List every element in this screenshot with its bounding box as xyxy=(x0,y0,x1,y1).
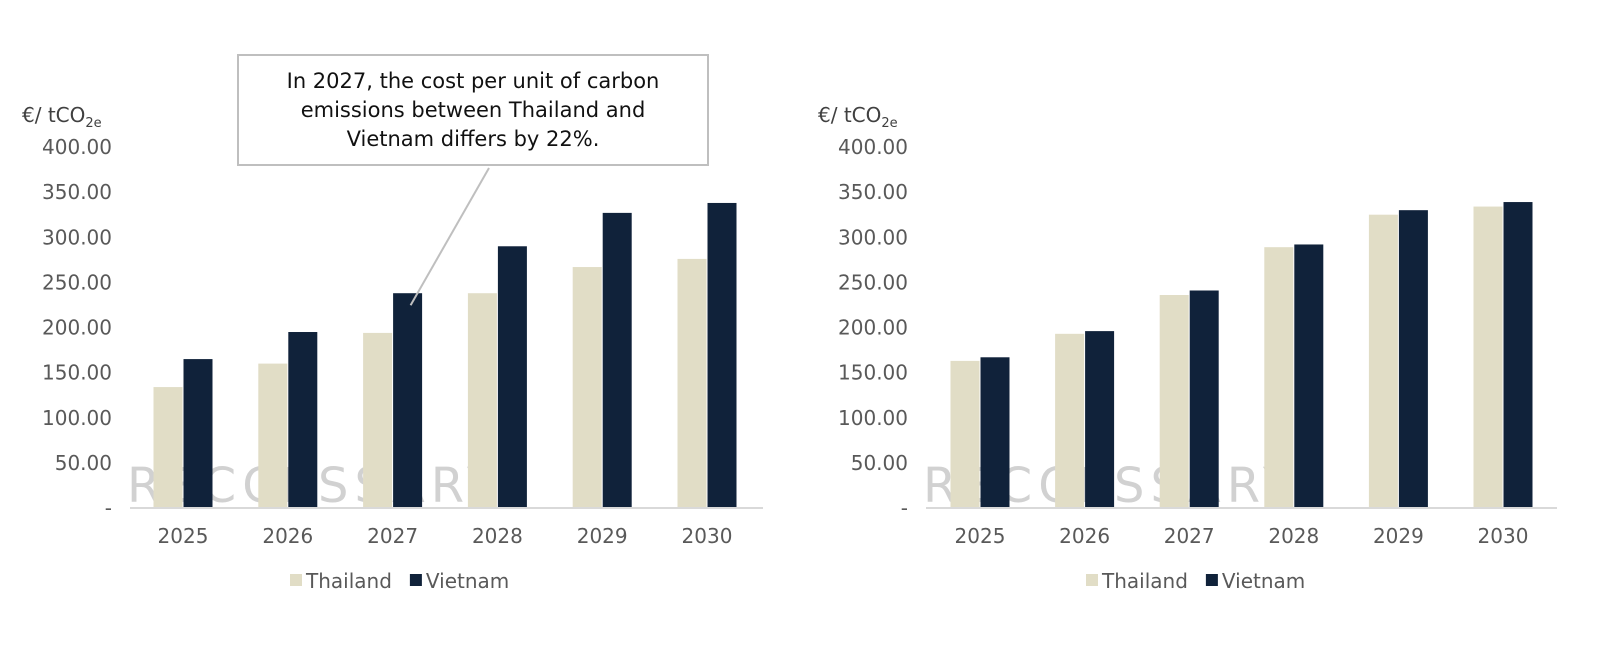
x-tick-label: 2026 xyxy=(262,524,313,548)
bar-thailand xyxy=(1368,214,1398,508)
y-tick-label: 350.00 xyxy=(838,180,908,204)
y-tick-label: 150.00 xyxy=(838,361,908,385)
x-tick-label: 2025 xyxy=(955,524,1006,548)
legend-swatch xyxy=(1086,574,1098,586)
bar-vietnam xyxy=(1085,331,1115,508)
bar-vietnam xyxy=(1294,244,1324,508)
x-tick-label: 2029 xyxy=(577,524,628,548)
y-tick-label: 300.00 xyxy=(838,225,908,249)
y-tick-label: 50.00 xyxy=(55,451,112,475)
bar-thailand xyxy=(1055,333,1085,508)
bar-thailand xyxy=(1159,295,1189,508)
bar-thailand xyxy=(467,293,497,508)
y-tick-label: 250.00 xyxy=(42,270,112,294)
legend-swatch xyxy=(409,574,422,586)
bar-thailand xyxy=(153,387,183,508)
y-tick-label: 100.00 xyxy=(838,406,908,430)
x-tick-label: 2026 xyxy=(1059,524,1110,548)
y-tick-label: 150.00 xyxy=(42,361,112,385)
y-unit-label: €/ tCO2e xyxy=(818,103,898,131)
bar-vietnam xyxy=(183,359,213,508)
y-tick-label: 300.00 xyxy=(42,225,112,249)
bar-vietnam xyxy=(707,202,737,508)
y-tick-label: - xyxy=(901,496,908,520)
bar-thailand xyxy=(363,332,393,508)
bar-thailand xyxy=(677,258,707,508)
legend-swatch xyxy=(290,574,302,586)
annotation-callout: In 2027, the cost per unit of carbon emi… xyxy=(237,54,709,166)
legend-label: Thailand xyxy=(1101,569,1188,593)
bar-thailand xyxy=(572,267,602,508)
y-tick-label: - xyxy=(105,496,112,520)
y-tick-label: 400.00 xyxy=(838,135,908,159)
x-tick-label: 2030 xyxy=(1478,524,1529,548)
y-tick-label: 400.00 xyxy=(42,135,112,159)
legend-swatch xyxy=(1205,574,1218,586)
x-tick-label: 2029 xyxy=(1373,524,1424,548)
bar-vietnam xyxy=(602,212,632,508)
y-tick-label: 50.00 xyxy=(851,451,908,475)
legend-label: Vietnam xyxy=(426,569,509,593)
bar-vietnam xyxy=(1189,290,1219,508)
y-unit-label: €/ tCO2e xyxy=(22,103,102,131)
chart-1: €/ tCO2e - 50.00 100.00 150.00 200.00 250.00 30… xyxy=(22,103,763,593)
y-tick-label: 350.00 xyxy=(42,180,112,204)
y-tick-label: 200.00 xyxy=(42,316,112,340)
bar-thailand xyxy=(1473,206,1503,508)
bar-vietnam xyxy=(1503,202,1533,509)
bar-vietnam xyxy=(980,357,1010,508)
legend-label: Thailand xyxy=(305,569,392,593)
x-tick-label: 2027 xyxy=(367,524,418,548)
legend-label: Vietnam xyxy=(1222,569,1305,593)
bar-vietnam xyxy=(1398,210,1428,509)
y-tick-label: 250.00 xyxy=(838,270,908,294)
bar-thailand xyxy=(950,360,980,508)
x-tick-label: 2028 xyxy=(472,524,523,548)
bar-vietnam xyxy=(393,293,423,508)
y-tick-label: 200.00 xyxy=(838,316,908,340)
bar-thailand xyxy=(1264,247,1294,509)
bar-vietnam xyxy=(288,332,318,508)
x-tick-label: 2025 xyxy=(158,524,209,548)
x-tick-label: 2030 xyxy=(682,524,733,548)
callout-pointer-line xyxy=(409,167,490,306)
x-tick-label: 2028 xyxy=(1268,524,1319,548)
chart-2: €/ tCO2e - 50.00 100.00 150.00 200.00 250.00 30… xyxy=(818,103,1557,593)
bar-thailand xyxy=(258,363,288,508)
y-tick-label: 100.00 xyxy=(42,406,112,430)
x-tick-label: 2027 xyxy=(1164,524,1215,548)
bar-vietnam xyxy=(497,246,527,508)
